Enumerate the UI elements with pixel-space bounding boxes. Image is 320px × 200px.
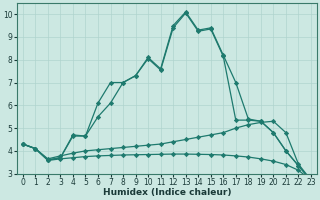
X-axis label: Humidex (Indice chaleur): Humidex (Indice chaleur) [103, 188, 231, 197]
